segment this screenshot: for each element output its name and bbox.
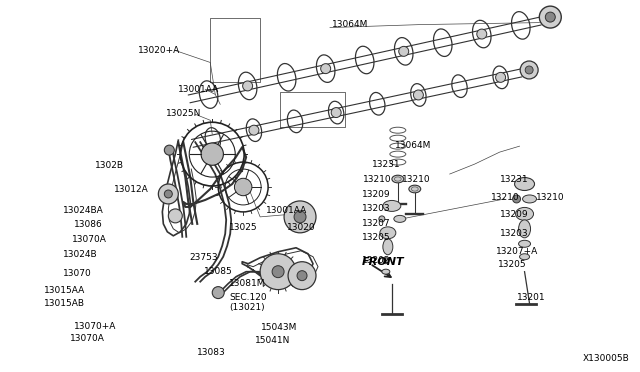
Circle shape: [164, 145, 174, 155]
Text: 13205: 13205: [497, 260, 526, 269]
Text: SEC.120: SEC.120: [229, 294, 267, 302]
Text: 15043M: 15043M: [261, 323, 298, 332]
Text: 13064M: 13064M: [332, 20, 368, 29]
Circle shape: [249, 125, 259, 135]
Circle shape: [545, 12, 556, 22]
Circle shape: [284, 201, 316, 233]
Text: 13020+A: 13020+A: [138, 46, 180, 55]
Text: 13203: 13203: [500, 229, 529, 238]
Text: 13070A: 13070A: [70, 334, 104, 343]
Text: X130005B: X130005B: [582, 355, 629, 363]
Circle shape: [525, 66, 533, 74]
Text: 13064M: 13064M: [396, 141, 432, 150]
Text: 13209: 13209: [362, 190, 390, 199]
Text: 13015AA: 13015AA: [44, 286, 85, 295]
Ellipse shape: [380, 227, 396, 239]
Text: 13201: 13201: [516, 294, 545, 302]
Circle shape: [212, 286, 224, 299]
Text: 13001AA: 13001AA: [266, 206, 307, 215]
Circle shape: [379, 216, 385, 222]
Circle shape: [520, 61, 538, 79]
Ellipse shape: [522, 195, 536, 203]
Text: 13205: 13205: [362, 232, 390, 242]
Circle shape: [383, 258, 389, 264]
Ellipse shape: [518, 220, 531, 238]
Ellipse shape: [394, 215, 406, 222]
Text: 13085: 13085: [204, 267, 232, 276]
Circle shape: [321, 64, 331, 74]
Text: 13012A: 13012A: [115, 185, 149, 194]
Text: (13021): (13021): [229, 303, 265, 312]
Text: 23753: 23753: [189, 253, 218, 262]
Text: 13024BA: 13024BA: [63, 206, 104, 215]
Text: 13024B: 13024B: [63, 250, 98, 259]
Circle shape: [288, 262, 316, 290]
Text: 13001AA: 13001AA: [178, 85, 220, 94]
Circle shape: [413, 90, 424, 100]
Text: 13231: 13231: [372, 160, 401, 169]
Text: 13231: 13231: [500, 175, 529, 184]
Ellipse shape: [383, 201, 401, 211]
Text: 13015AB: 13015AB: [44, 299, 85, 308]
Circle shape: [158, 184, 179, 204]
Circle shape: [243, 81, 253, 91]
Ellipse shape: [518, 240, 531, 247]
Text: 13070: 13070: [63, 269, 92, 278]
Circle shape: [272, 266, 284, 278]
Circle shape: [477, 29, 487, 39]
Text: 13020: 13020: [287, 223, 316, 232]
Text: 15041N: 15041N: [255, 336, 290, 346]
Text: 13210: 13210: [402, 175, 430, 184]
Text: 13209: 13209: [500, 211, 529, 219]
Ellipse shape: [392, 175, 404, 183]
Circle shape: [294, 211, 306, 223]
Text: 13083: 13083: [197, 347, 226, 356]
Circle shape: [331, 108, 341, 118]
Ellipse shape: [520, 254, 529, 260]
Text: 13081M: 13081M: [229, 279, 266, 288]
Circle shape: [164, 190, 172, 198]
Text: 13210: 13210: [364, 175, 392, 184]
Circle shape: [495, 73, 506, 82]
Circle shape: [168, 209, 182, 223]
Circle shape: [260, 254, 296, 290]
Circle shape: [540, 6, 561, 28]
Text: 13210: 13210: [491, 193, 520, 202]
Circle shape: [234, 178, 252, 196]
Text: 13070+A: 13070+A: [74, 321, 116, 331]
Ellipse shape: [516, 208, 534, 220]
Text: 13025N: 13025N: [166, 109, 201, 118]
Text: 13203: 13203: [362, 205, 390, 214]
Circle shape: [513, 195, 520, 203]
Circle shape: [399, 46, 409, 56]
Circle shape: [297, 271, 307, 280]
Text: 13070A: 13070A: [72, 235, 107, 244]
Text: 13207+A: 13207+A: [495, 247, 538, 256]
Text: 13210: 13210: [536, 193, 564, 202]
Ellipse shape: [515, 177, 534, 190]
Ellipse shape: [383, 239, 393, 255]
Text: 13086: 13086: [74, 221, 103, 230]
Text: FRONT: FRONT: [362, 257, 404, 267]
Text: 13207: 13207: [362, 219, 390, 228]
Text: 1302B: 1302B: [95, 161, 124, 170]
Text: 13202: 13202: [362, 256, 390, 265]
Ellipse shape: [382, 269, 390, 274]
Circle shape: [201, 143, 223, 165]
Ellipse shape: [409, 185, 420, 193]
Text: 13025: 13025: [229, 223, 258, 232]
